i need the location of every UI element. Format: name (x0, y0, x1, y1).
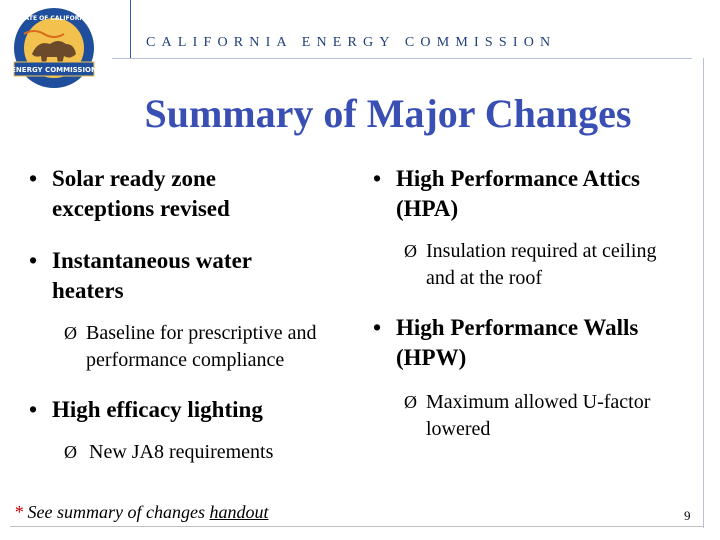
arrow-bullet-icon: Ø (404, 241, 417, 261)
sub-bullet-text-line: New JA8 requirements (89, 441, 274, 463)
bullet-lighting: • High efficacy lighting (29, 395, 263, 425)
page-number: 9 (684, 508, 691, 523)
sub-bullet-text-line: lowered (426, 418, 491, 440)
bullet-text-line: High Performance Walls (396, 315, 639, 340)
bullet-icon: • (373, 166, 382, 191)
header-vertical-rule (130, 0, 131, 58)
agency-header: CALIFORNIA ENERGY COMMISSION (146, 35, 557, 50)
bullet-icon: • (29, 397, 38, 422)
footnote: * See summary of changes handout (14, 502, 268, 523)
sub-bullet-insulation: Ø Insulation required at ceiling and at … (404, 238, 657, 292)
sub-bullet-text-line: Insulation required at ceiling (426, 240, 657, 262)
sub-bullet-baseline: Ø Baseline for prescriptive and performa… (64, 320, 317, 374)
footer-rule (10, 526, 704, 527)
handout-link[interactable]: handout (209, 502, 269, 522)
bullet-icon: • (29, 248, 38, 273)
arrow-bullet-icon: Ø (64, 323, 77, 343)
header-divider (112, 58, 692, 59)
bullet-text-line: High efficacy lighting (52, 397, 263, 422)
arrow-bullet-icon: Ø (404, 392, 417, 412)
bullet-text-line: (HPA) (396, 196, 459, 221)
bullet-icon: • (29, 166, 38, 191)
sub-bullet-text-line: Baseline for prescriptive and (86, 322, 317, 344)
slide-title: Summary of Major Changes (144, 91, 632, 136)
sub-bullet-text-line: Maximum allowed U-factor (426, 391, 651, 413)
arrow-bullet-icon: Ø (64, 442, 77, 462)
footnote-text: See summary of changes (23, 502, 210, 522)
footnote-star: * (14, 502, 23, 522)
bullet-text-line: Solar ready zone (52, 166, 216, 191)
bullet-text-line: heaters (52, 278, 124, 303)
logo-bottom-text: ENERGY COMMISSION (11, 66, 97, 74)
bullet-hpw: • High Performance Walls (HPW) (373, 313, 639, 373)
right-divider (703, 58, 704, 528)
bullet-solar-ready: • Solar ready zone exceptions revised (29, 164, 230, 224)
bullet-icon: • (373, 315, 382, 340)
sub-bullet-text-line: and at the roof (426, 267, 543, 289)
bullet-text-line: Instantaneous water (52, 248, 252, 273)
sub-bullet-u-factor: Ø Maximum allowed U-factor lowered (404, 389, 651, 443)
logo-top-text: STATE OF CALIFORNIA (17, 15, 92, 22)
sub-bullet-text-line: performance compliance (86, 349, 285, 371)
bullet-water-heaters: • Instantaneous water heaters (29, 246, 252, 306)
bullet-hpa: • High Performance Attics (HPA) (373, 164, 640, 224)
energy-commission-seal-logo: ENERGY COMMISSION STATE OF CALIFORNIA (6, 4, 102, 96)
bullet-text-line: (HPW) (396, 345, 467, 370)
bullet-text-line: exceptions revised (52, 196, 230, 221)
sub-bullet-ja8: Ø New JA8 requirements (64, 439, 274, 466)
bullet-text-line: High Performance Attics (396, 166, 640, 191)
